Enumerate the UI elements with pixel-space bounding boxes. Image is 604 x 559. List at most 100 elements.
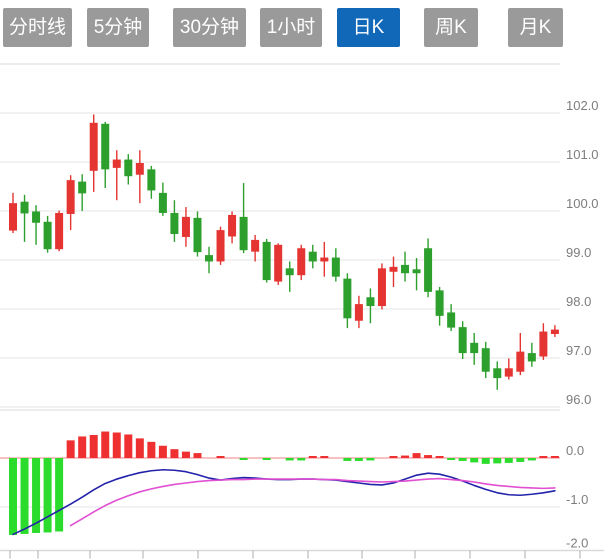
candle-body (343, 278, 352, 319)
candle-body (550, 329, 559, 334)
candle-body (205, 255, 214, 262)
macd-histogram-bar (539, 456, 548, 458)
tab-30分钟[interactable]: 30分钟 (173, 8, 246, 47)
candle-body (331, 257, 340, 277)
macd-histogram-bar (112, 432, 121, 458)
tab-5分钟[interactable]: 5分钟 (87, 8, 149, 47)
macd-histogram-bar (343, 458, 352, 461)
macd-histogram-bar (9, 458, 17, 535)
macd-axis-label: 0.0 (566, 443, 584, 458)
price-axis-label: 101.0 (566, 147, 599, 162)
macd-histogram-bar (447, 458, 456, 460)
candle-body (239, 216, 248, 251)
candle-body (124, 159, 133, 177)
macd-histogram-bar (527, 458, 536, 461)
candle-body (55, 212, 64, 250)
macd-histogram-bar (470, 458, 479, 463)
macd-histogram-bar (285, 458, 294, 461)
macd-histogram-bar (55, 458, 64, 532)
tab-周K[interactable]: 周K (424, 8, 478, 47)
macd-histogram-bar (366, 458, 375, 461)
tab-月K[interactable]: 月K (508, 8, 563, 47)
candle-body (366, 297, 375, 307)
macd-histogram-bar (32, 458, 41, 533)
macd-histogram-bar (401, 455, 410, 458)
candle-body (481, 348, 490, 372)
macd-histogram-bar (412, 453, 421, 458)
candle-body (89, 122, 98, 171)
macd-histogram-bar (550, 456, 559, 458)
candle-body (285, 268, 294, 276)
candle-body (516, 351, 525, 372)
candle-body (401, 264, 410, 274)
macd-histogram-bar (78, 436, 87, 458)
price-axis-label: 99.0 (566, 245, 591, 260)
candle-body (435, 290, 444, 316)
candle-body (101, 123, 110, 170)
candle-body (181, 216, 190, 237)
candle-body (412, 269, 421, 274)
price-axis-label: 96.0 (566, 392, 591, 407)
macd-histogram-bar (424, 455, 433, 458)
candle-body (78, 181, 87, 194)
macd-histogram-bar (504, 458, 513, 463)
candle-body (43, 221, 52, 250)
macd-histogram-bar (239, 458, 248, 460)
candle-body (539, 331, 548, 357)
macd-histogram-bar (135, 438, 144, 458)
candle-body (458, 327, 467, 354)
candle-body (170, 212, 179, 235)
candle-body (470, 342, 479, 354)
macd-histogram-bar (147, 441, 156, 458)
macd-histogram-bar (389, 456, 398, 458)
macd-histogram-bar (89, 434, 98, 458)
macd-histogram-bar (320, 456, 329, 458)
candle-body (424, 248, 433, 292)
macd-axis-label: -1.0 (566, 492, 588, 507)
dea-line (69, 477, 556, 527)
macd-histogram-bar (43, 458, 52, 533)
candle-body (504, 368, 513, 377)
price-axis-label: 98.0 (566, 294, 591, 309)
candle-body (354, 304, 363, 321)
tab-日K[interactable]: 日K (337, 8, 400, 47)
price-axis-label: 97.0 (566, 343, 591, 358)
price-axis-label: 100.0 (566, 196, 599, 211)
candle-body (193, 217, 202, 253)
candle-body (158, 192, 167, 213)
candle-body (216, 230, 225, 262)
macd-histogram-bar (516, 458, 525, 462)
macd-histogram-bar (124, 434, 133, 458)
candle-body (262, 241, 271, 281)
candle-body (20, 201, 29, 214)
macd-histogram-bar (297, 458, 306, 461)
candle-body (297, 248, 306, 276)
macd-histogram-bar (308, 456, 317, 458)
macd-histogram-bar (158, 445, 167, 458)
macd-histogram-bar (435, 456, 444, 458)
candle-body (147, 169, 156, 191)
macd-histogram-bar (458, 458, 467, 461)
candle-body (308, 251, 317, 262)
candle-body (274, 244, 283, 282)
candle-body (527, 353, 536, 362)
candle-body (389, 266, 398, 272)
macd-histogram-bar (20, 458, 29, 534)
tab-分时线[interactable]: 分时线 (3, 8, 72, 47)
macd-axis-label: -2.0 (566, 536, 588, 551)
candle-body (447, 312, 456, 328)
period-tab-bar: 分时线 5分钟 30分钟 1小时 日K 周K 月K (0, 0, 604, 55)
macd-histogram-bar (193, 453, 202, 458)
macd-histogram-bar (262, 458, 271, 460)
candle-body (32, 211, 41, 223)
tab-1小时[interactable]: 1小时 (260, 8, 322, 47)
candle-body (135, 162, 144, 175)
candle-body (9, 203, 17, 231)
macd-histogram-bar (216, 456, 225, 458)
macd-histogram-bar (354, 458, 363, 461)
macd-histogram-bar (181, 451, 190, 458)
candle-body (493, 368, 502, 379)
macd-histogram-bar (481, 458, 490, 464)
macd-histogram-bar (493, 458, 502, 464)
